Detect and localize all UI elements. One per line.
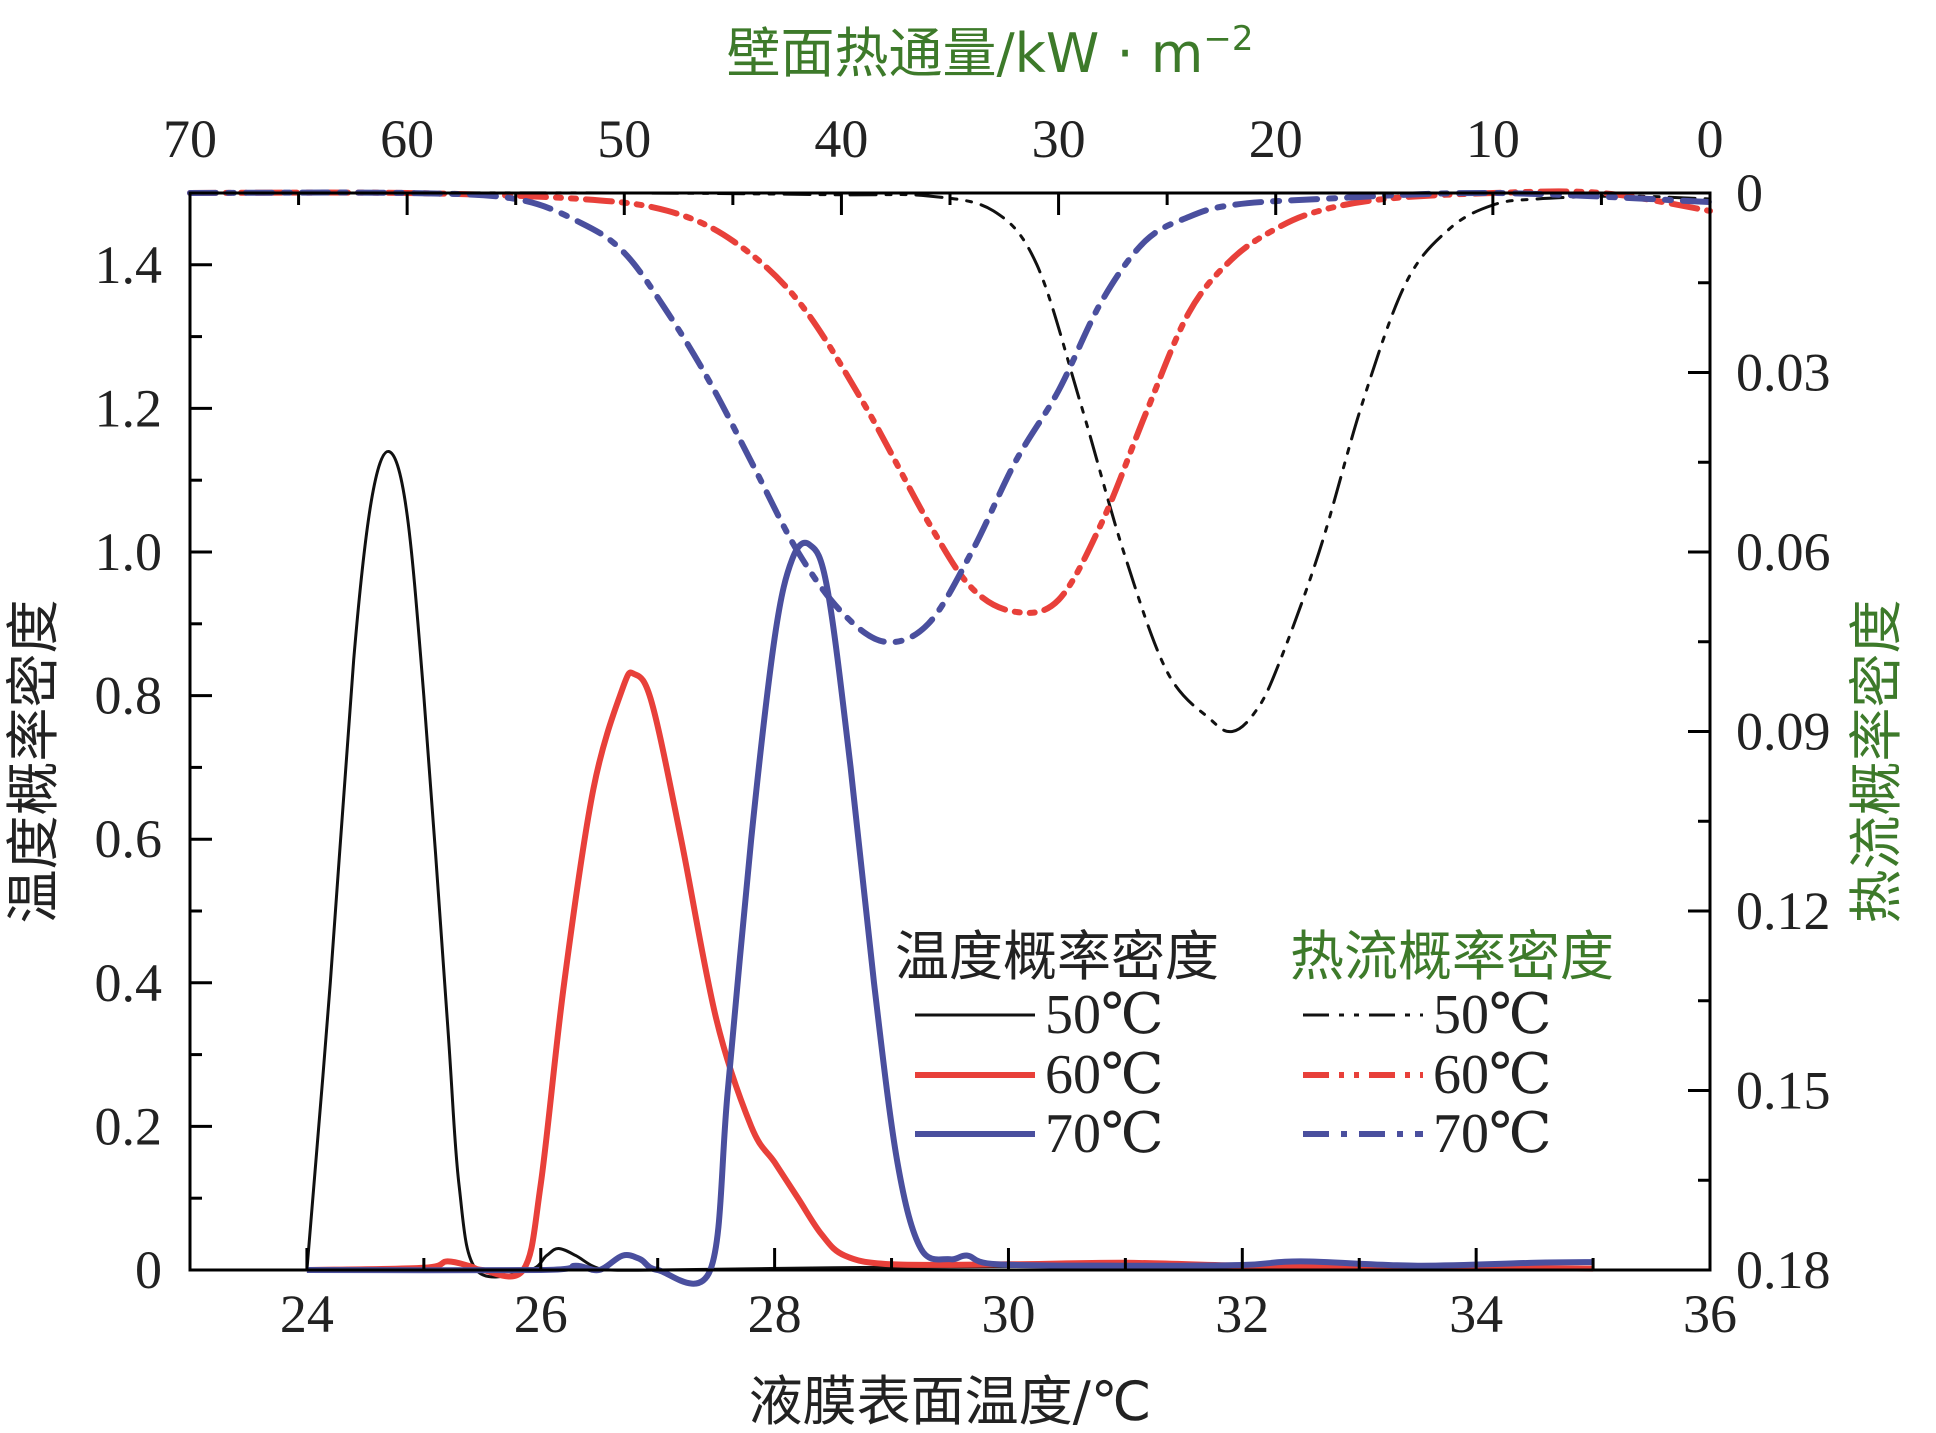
y-right-tick-label: 0.18 bbox=[1736, 1240, 1831, 1300]
y-right-tick-label: 0.03 bbox=[1736, 343, 1831, 403]
y-right-tick-label: 0.12 bbox=[1736, 881, 1831, 941]
right-y-axis-title: 热流概率密度 bbox=[1845, 600, 1908, 924]
x-tick-label: 26 bbox=[514, 1284, 568, 1344]
legend-heat-flux-label: 60℃ bbox=[1433, 1044, 1552, 1106]
x-tick-label: 30 bbox=[981, 1284, 1035, 1344]
x-tick-label: 28 bbox=[748, 1284, 802, 1344]
legend-temperature-label: 60℃ bbox=[1045, 1044, 1164, 1106]
x-tick-label: 36 bbox=[1683, 1284, 1737, 1344]
top-x-axis-title-sup: −2 bbox=[1203, 19, 1253, 59]
y-left-tick-label: 1.0 bbox=[95, 522, 163, 582]
heat-flux-line-60 bbox=[187, 188, 1713, 616]
y-left-tick-label: 1.2 bbox=[95, 378, 163, 438]
legend-header-heat-flux: 热流概率密度 bbox=[1290, 925, 1614, 988]
x-tick-label: 34 bbox=[1449, 1284, 1503, 1344]
top-x-tick-label: 60 bbox=[380, 109, 434, 169]
top-x-tick-label: 0 bbox=[1697, 109, 1724, 169]
y-left-tick-label: 0 bbox=[135, 1240, 162, 1300]
legend-temperature-label: 70℃ bbox=[1045, 1103, 1164, 1165]
top-x-tick-label: 40 bbox=[814, 109, 868, 169]
top-x-tick-label: 10 bbox=[1466, 109, 1520, 169]
y-right-tick-label: 0 bbox=[1736, 163, 1763, 223]
top-x-tick-label: 50 bbox=[597, 109, 651, 169]
y-right-tick-label: 0.06 bbox=[1736, 522, 1831, 582]
heat-flux-line-70 bbox=[187, 189, 1713, 646]
temperature-line-50 bbox=[305, 450, 1594, 1279]
y-right-tick-label: 0.09 bbox=[1736, 702, 1831, 762]
legend-heat-flux-label: 50℃ bbox=[1433, 984, 1552, 1046]
x-tick-label: 24 bbox=[280, 1284, 334, 1344]
top-x-axis-title-main: 壁面热通量/kW · m bbox=[726, 22, 1203, 85]
legend-heat-flux-label: 70℃ bbox=[1433, 1103, 1552, 1165]
legend-temperature-label: 50℃ bbox=[1045, 984, 1164, 1046]
top-x-tick-label: 30 bbox=[1032, 109, 1086, 169]
y-left-tick-label: 0.8 bbox=[95, 666, 163, 726]
x-tick-label: 32 bbox=[1215, 1284, 1269, 1344]
legend: 温度概率密度 热流概率密度 50℃60℃70℃50℃60℃70℃ bbox=[895, 925, 1614, 1165]
y-left-tick-label: 0.2 bbox=[95, 1096, 163, 1156]
x-axis-title: 液膜表面温度/℃ bbox=[749, 1370, 1152, 1433]
y-left-tick-label: 0.6 bbox=[95, 809, 163, 869]
heat-flux-line-50 bbox=[188, 191, 1712, 734]
legend-header-temperature: 温度概率密度 bbox=[895, 925, 1219, 988]
top-x-axis-title: 壁面热通量/kW · m−2 bbox=[726, 19, 1253, 85]
plot-lines bbox=[187, 188, 1713, 1287]
left-y-axis-title: 温度概率密度 bbox=[2, 600, 65, 924]
temperature-line-70 bbox=[306, 539, 1594, 1287]
y-left-tick-label: 0.4 bbox=[95, 953, 163, 1013]
legend-entries: 50℃60℃70℃50℃60℃70℃ bbox=[915, 984, 1552, 1165]
y-left-tick-label: 1.4 bbox=[95, 235, 163, 295]
top-x-tick-label: 20 bbox=[1249, 109, 1303, 169]
axes: 24 26 28 30 32 34 36 0 0.2 0.4 0.6 0.8 1.0 1.2 1.4 70 60… bbox=[95, 109, 1831, 1344]
top-x-tick-label: 70 bbox=[163, 109, 217, 169]
y-right-tick-label: 0.15 bbox=[1736, 1061, 1831, 1121]
